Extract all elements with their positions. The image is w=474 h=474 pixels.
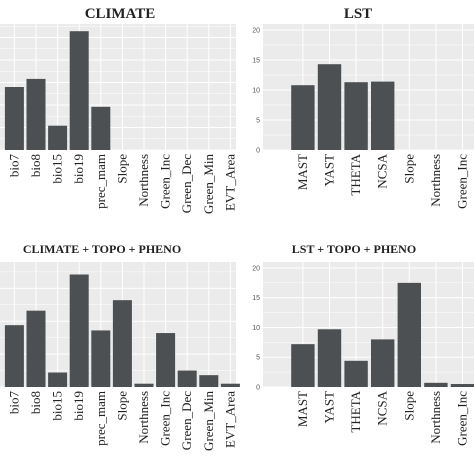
x-tick-label: Northness: [136, 154, 151, 207]
bar: [4, 87, 24, 150]
x-tick-label: Green_Dec: [179, 391, 194, 450]
bar: [291, 85, 315, 150]
y-tick-label: 20: [252, 265, 260, 272]
bar: [317, 329, 342, 387]
bar: [26, 78, 46, 150]
bar: [26, 310, 46, 387]
y-tick-label: 10: [252, 325, 260, 332]
x-tick-label: Green_Min: [201, 154, 216, 214]
panel-title-climate: CLIMATE: [85, 6, 156, 22]
bar: [344, 360, 368, 387]
x-tick-label: Slope: [114, 154, 129, 184]
x-tick-label: Northness: [428, 154, 443, 207]
x-tick-label: THETA: [348, 153, 363, 195]
chart-panel: [0, 262, 240, 388]
x-tick-label: Slope: [401, 154, 416, 184]
x-tick-label: MAST: [295, 154, 310, 190]
x-tick-label: YAST: [322, 154, 337, 187]
bar: [4, 325, 24, 387]
bar: [220, 383, 240, 387]
x-tick-label: bio8: [28, 154, 43, 177]
bar: [48, 372, 68, 387]
bar: [177, 370, 197, 387]
bar: [450, 384, 474, 387]
x-tick-label: Green_Min: [201, 391, 216, 451]
bar: [291, 344, 315, 387]
x-tick-label: NCSA: [375, 153, 390, 188]
bar: [397, 282, 422, 387]
y-tick-label: 10: [252, 88, 260, 95]
chart-panel: [263, 262, 474, 388]
x-tick-label: YAST: [322, 391, 337, 424]
bar: [156, 333, 176, 387]
bar: [317, 64, 342, 150]
x-tick-label: EVT_Area: [222, 391, 237, 448]
bar: [134, 383, 154, 387]
x-tick-label: THETA: [348, 390, 363, 432]
bar: [112, 300, 132, 387]
x-tick-label: prec_mam: [93, 154, 108, 209]
y-tick-label: 5: [256, 355, 260, 362]
bar: [344, 82, 368, 150]
x-tick-label: bio19: [71, 154, 86, 184]
bar: [370, 81, 395, 150]
y-tick-label: 15: [252, 58, 260, 65]
y-tick-label: 0: [256, 385, 260, 392]
x-tick-label: Green_Dec: [179, 154, 194, 213]
x-tick-label: Slope: [114, 391, 129, 421]
chart-panel: [263, 24, 474, 151]
x-tick-label: bio8: [28, 391, 43, 414]
x-tick-label: NCSA: [375, 390, 390, 425]
x-tick-label: bio7: [6, 391, 21, 415]
bar: [424, 382, 448, 387]
x-tick-label: Green_Inc: [455, 154, 470, 209]
x-tick-label: MAST: [295, 391, 310, 427]
bar: [199, 375, 219, 387]
y-tick-label: 0: [256, 148, 260, 155]
bar: [48, 125, 68, 150]
y-tick-label: 15: [252, 295, 260, 302]
x-tick-label: Green_Inc: [455, 391, 470, 446]
bar: [69, 274, 89, 387]
bar: [69, 31, 89, 151]
bar: [91, 330, 111, 387]
chart-panel: [0, 24, 236, 151]
x-tick-label: prec_mam: [93, 391, 108, 446]
x-tick-label: bio7: [6, 154, 21, 178]
bar: [370, 339, 395, 387]
x-tick-label: bio19: [71, 391, 86, 421]
panel-title-lst: LST: [344, 6, 372, 22]
x-tick-label: Green_Inc: [158, 154, 173, 209]
x-tick-label: EVT_Area: [222, 154, 237, 211]
x-tick-label: Northness: [428, 391, 443, 444]
x-tick-label: bio15: [50, 391, 65, 421]
bar: [91, 106, 111, 150]
y-tick-label: 20: [252, 28, 260, 35]
panel-title-climate-topo-pheno: CLIMATE + TOPO + PHENO: [23, 242, 181, 256]
x-tick-label: bio15: [50, 154, 65, 184]
y-tick-label: 5: [256, 118, 260, 125]
x-tick-label: Green_Inc: [158, 391, 173, 446]
x-tick-label: Northness: [136, 391, 151, 444]
x-tick-label: Slope: [401, 391, 416, 421]
panel-title-lst-topo-pheno: LST + TOPO + PHENO: [292, 242, 416, 256]
